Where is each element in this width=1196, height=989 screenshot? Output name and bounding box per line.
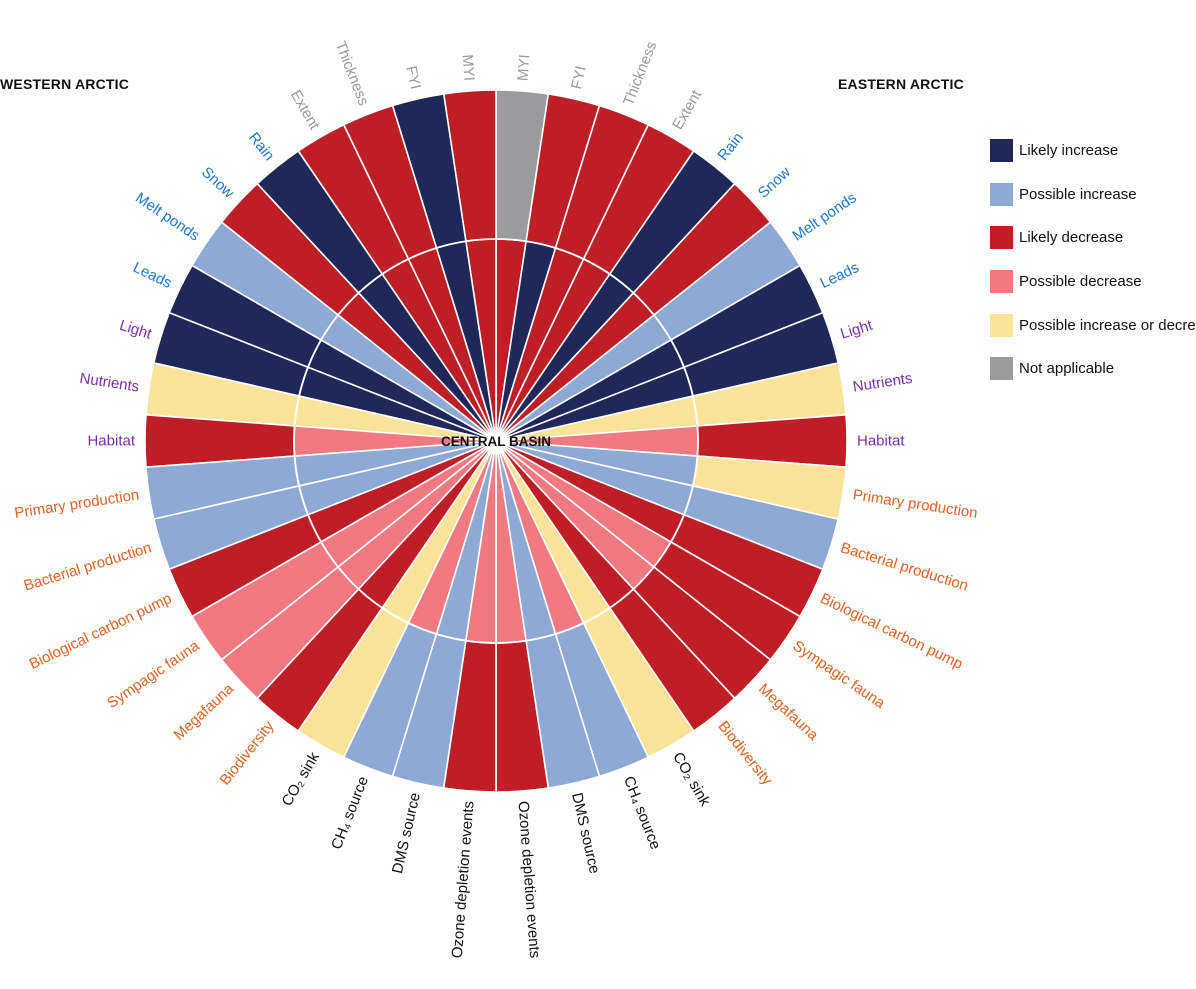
eastern-arctic-label-dms-source: DMS source bbox=[568, 791, 603, 875]
sectors bbox=[144, 89, 848, 793]
eastern-arctic-label-megafauna: Megafauna bbox=[755, 680, 822, 744]
western-arctic-label-dms-source: DMS source bbox=[389, 791, 424, 875]
eastern-arctic-label-ozone-depletion-events: Ozone depletion events bbox=[515, 800, 544, 958]
eastern-arctic-label-leads: Leads bbox=[818, 259, 862, 292]
western-arctic-label-biodiversity: Biodiversity bbox=[216, 718, 277, 789]
eastern-arctic-label-co-sink: CO₂ sink bbox=[669, 749, 714, 809]
eastern-arctic-label-primary-production: Primary production bbox=[852, 486, 979, 522]
western-arctic-label-rain: Rain bbox=[245, 129, 278, 164]
legend-item-possible-either: Possible increase or decrease bbox=[990, 313, 1196, 337]
eastern-arctic-label-biological-carbon-pump: Biological carbon pump bbox=[818, 590, 966, 673]
western-arctic-label-leads: Leads bbox=[130, 259, 174, 292]
western-arctic-label-melt-ponds: Melt ponds bbox=[132, 189, 202, 244]
eastern-arctic-label-bacterial-production: Bacterial production bbox=[838, 539, 970, 594]
legend: Likely increase Possible increase Likely d… bbox=[990, 139, 1196, 401]
legend-label: Not applicable bbox=[1019, 360, 1115, 378]
western-arctic-label-nutrients: Nutrients bbox=[78, 370, 140, 396]
eastern-arctic-label-myi: MYI bbox=[515, 54, 534, 82]
eastern-arctic-label-sympagic-fauna: Sympagic fauna bbox=[789, 637, 888, 712]
eastern-arctic-label-melt-ponds: Melt ponds bbox=[789, 189, 859, 244]
legend-label: Possible increase bbox=[1019, 185, 1137, 203]
western-arctic-label-snow: Snow bbox=[198, 164, 237, 202]
western-arctic-label-megafauna: Megafauna bbox=[171, 680, 238, 744]
central-basin-label: CENTRAL BASIN bbox=[441, 434, 551, 449]
legend-swatch bbox=[990, 226, 1013, 250]
western-arctic-label-myi: MYI bbox=[459, 54, 478, 82]
western-arctic-label-habitat: Habitat bbox=[87, 433, 135, 450]
eastern-arctic-label-habitat: Habitat bbox=[857, 433, 905, 450]
western-arctic-label-ch-source: CH₄ source bbox=[328, 774, 372, 852]
western-arctic-title: WESTERN ARCTIC bbox=[0, 76, 130, 92]
legend-item-likely-decrease: Likely decrease bbox=[990, 226, 1196, 250]
western-arctic-label-bacterial-production: Bacterial production bbox=[22, 539, 154, 594]
western-arctic-label-extent: Extent bbox=[287, 87, 323, 133]
eastern-arctic-label-fyi: FYI bbox=[568, 64, 590, 91]
legend-swatch bbox=[990, 182, 1013, 206]
western-arctic-label-primary-production: Primary production bbox=[13, 486, 140, 522]
legend-item-not-applicable: Not applicable bbox=[990, 357, 1196, 381]
western-arctic-label-light: Light bbox=[117, 317, 154, 343]
eastern-arctic-label-light: Light bbox=[838, 317, 875, 343]
legend-label: Possible increase or decrease bbox=[1019, 316, 1196, 334]
legend-swatch bbox=[990, 357, 1013, 381]
eastern-arctic-label-thickness: Thickness bbox=[620, 39, 660, 108]
legend-swatch bbox=[990, 139, 1013, 162]
legend-swatch bbox=[990, 313, 1013, 337]
eastern-arctic-label-nutrients: Nutrients bbox=[852, 370, 914, 396]
legend-label: Likely increase bbox=[1019, 142, 1119, 159]
legend-label: Likely decrease bbox=[1019, 229, 1124, 247]
western-arctic-label-sympagic-fauna: Sympagic fauna bbox=[104, 637, 203, 712]
legend-swatch bbox=[990, 270, 1013, 294]
eastern-arctic-label-snow: Snow bbox=[755, 164, 794, 202]
eastern-arctic-label-ch-source: CH₄ source bbox=[620, 774, 664, 852]
legend-item-possible-decrease: Possible decrease bbox=[990, 270, 1196, 294]
legend-item-likely-increase: Likely increase bbox=[990, 139, 1196, 162]
eastern-arctic-label-biodiversity: Biodiversity bbox=[714, 718, 775, 789]
eastern-arctic-title: EASTERN ARCTIC bbox=[838, 76, 964, 92]
western-arctic-label-biological-carbon-pump: Biological carbon pump bbox=[27, 590, 175, 673]
central-basin-boundary bbox=[293, 238, 699, 644]
eastern-arctic-label-rain: Rain bbox=[714, 129, 747, 164]
eastern-arctic-label-extent: Extent bbox=[669, 87, 705, 133]
western-arctic-label-co-sink: CO₂ sink bbox=[279, 749, 324, 809]
western-arctic-label-ozone-depletion-events: Ozone depletion events bbox=[449, 800, 478, 958]
legend-label: Possible decrease bbox=[1019, 273, 1142, 291]
western-arctic-label-thickness: Thickness bbox=[332, 39, 372, 108]
western-arctic-label-fyi: FYI bbox=[402, 64, 424, 91]
legend-item-possible-increase: Possible increase bbox=[990, 182, 1196, 206]
